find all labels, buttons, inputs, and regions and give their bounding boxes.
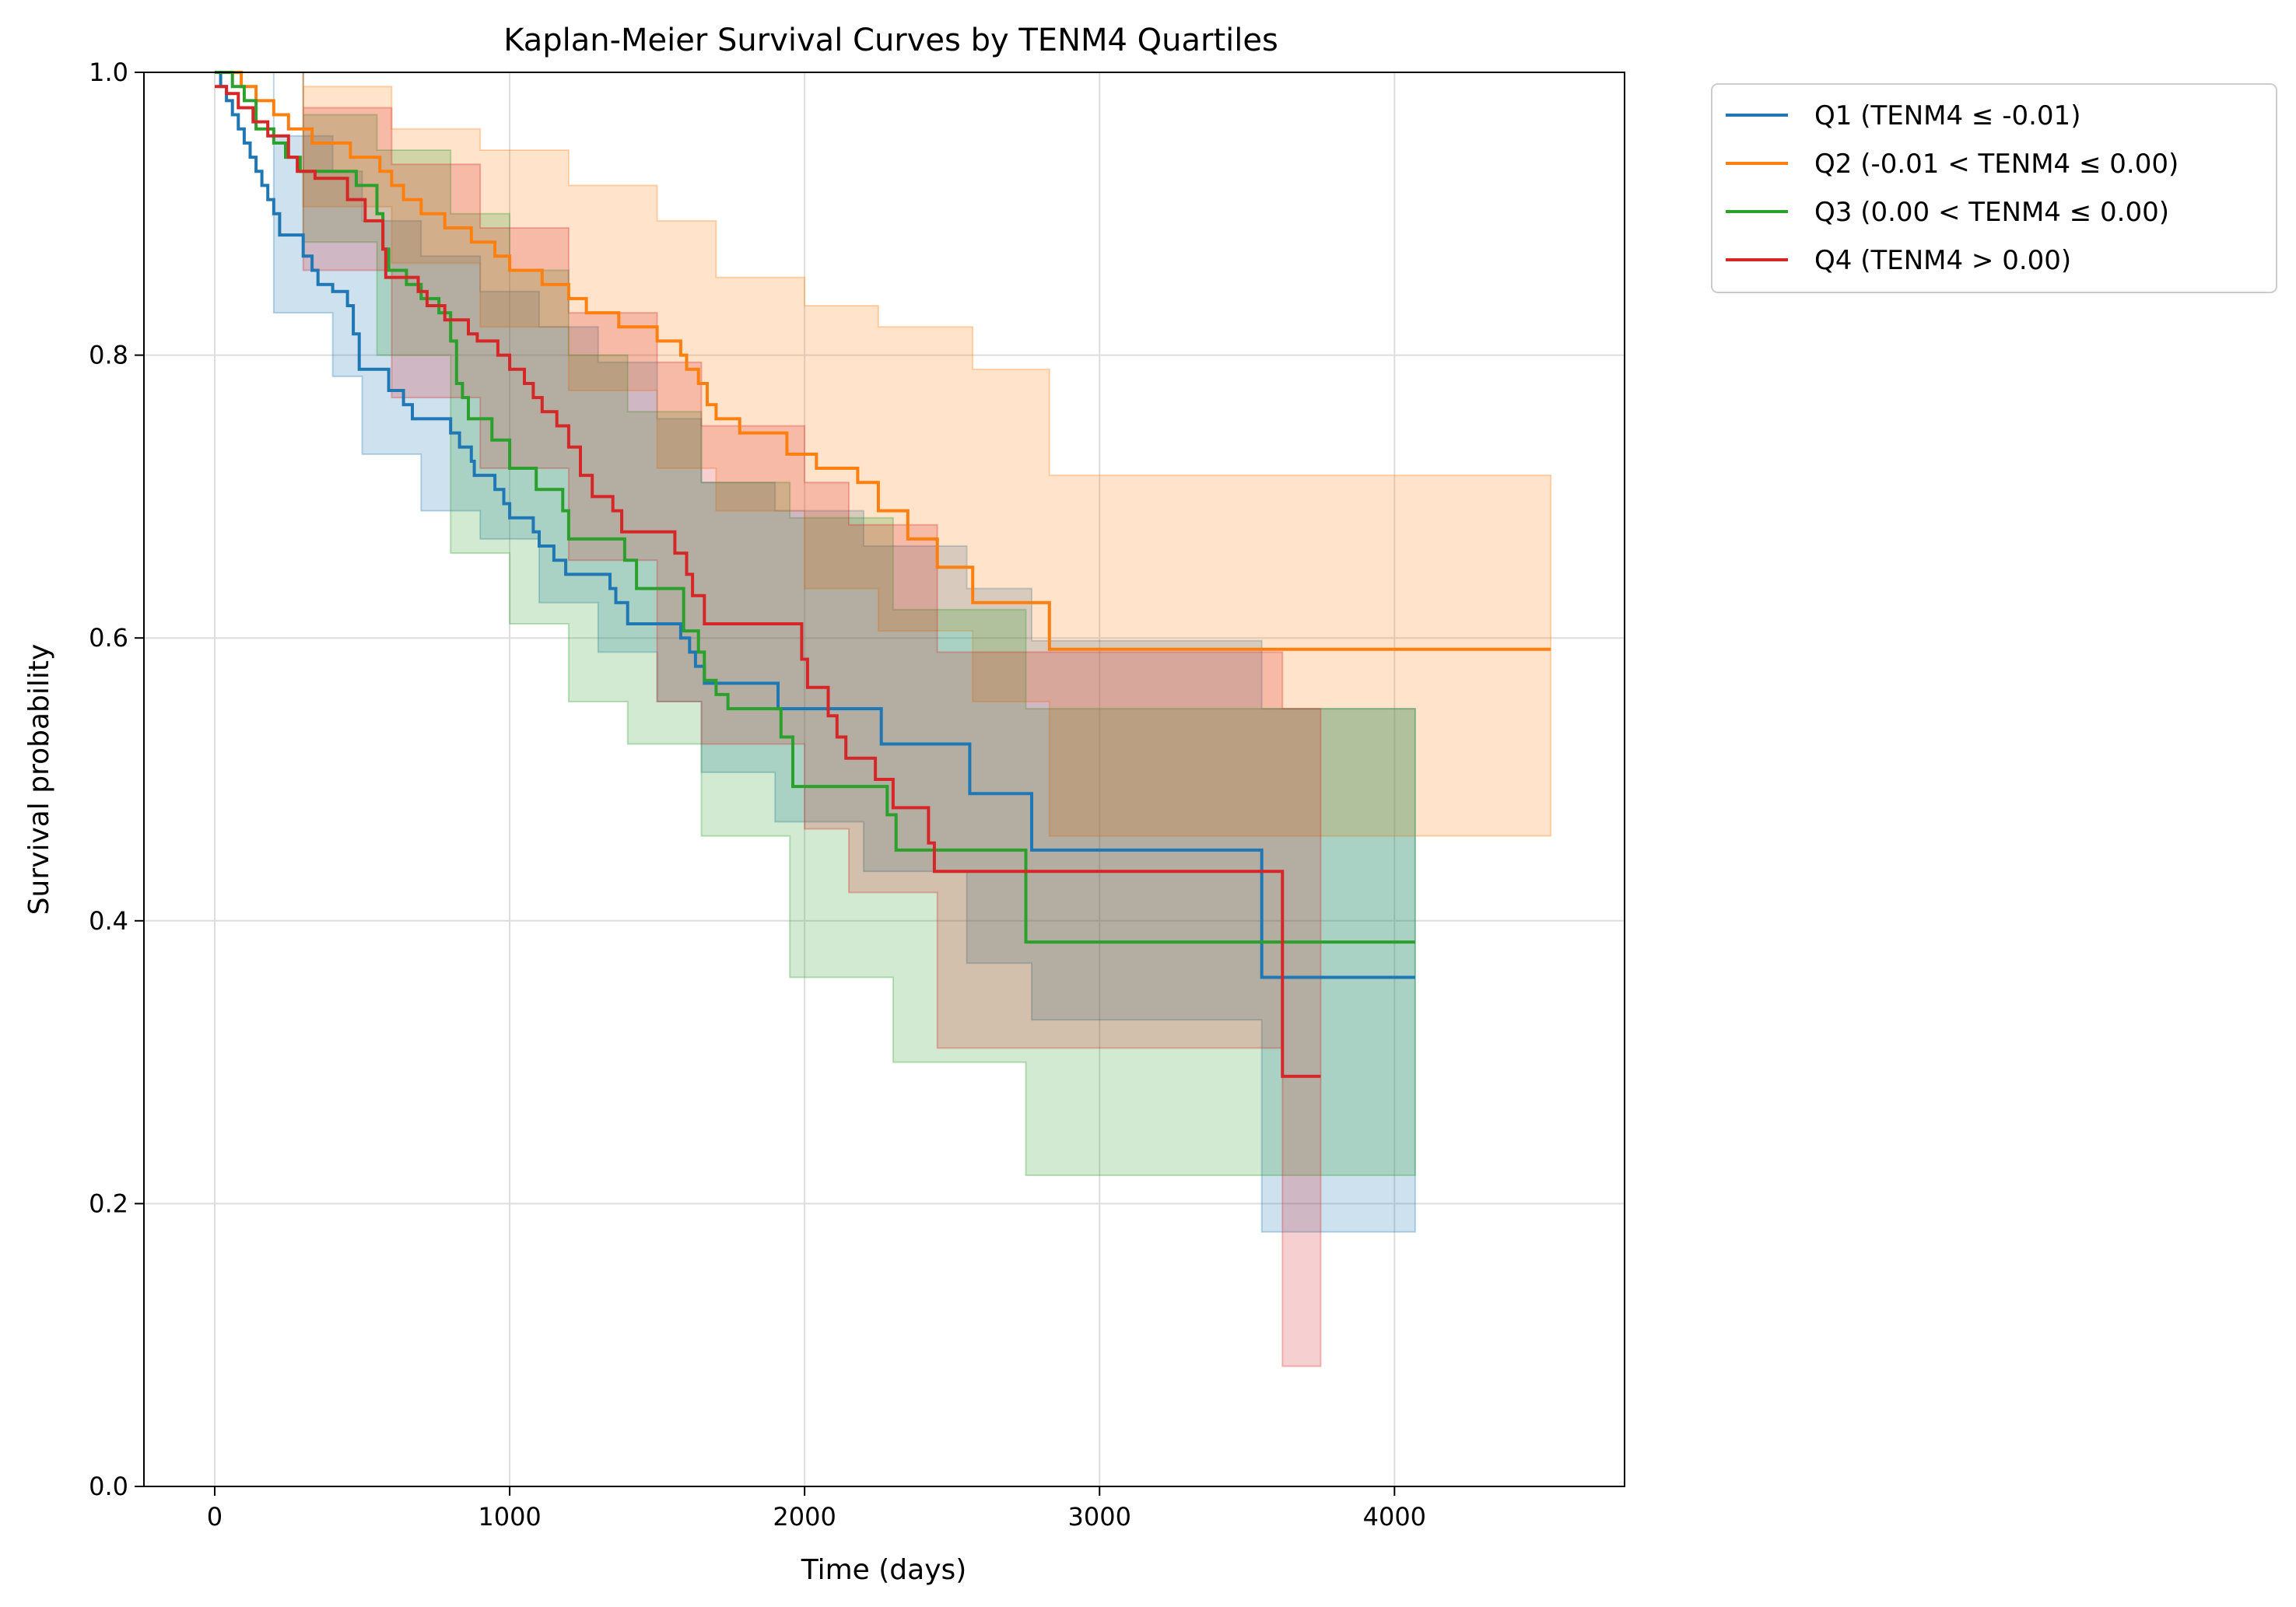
x-tick-label: 4000 <box>1363 1502 1426 1532</box>
ci-band-q4 <box>215 72 1322 1367</box>
x-axis-label: Time (days) <box>801 1554 967 1586</box>
legend-label-q2: Q2 (-0.01 < TENM4 ≤ 0.00) <box>1814 149 2179 180</box>
x-tick-label: 0 <box>207 1502 223 1532</box>
legend-box <box>1711 83 2277 293</box>
legend-label-q1: Q1 (TENM4 ≤ -0.01) <box>1814 100 2080 131</box>
x-tick-label: 3000 <box>1068 1502 1131 1532</box>
y-axis-ticks: 0.0 0.2 0.4 0.6 0.8 1.0 <box>89 58 144 1501</box>
x-axis-ticks: 0 1000 2000 3000 4000 <box>207 1486 1426 1532</box>
survival-line-q2 <box>215 71 1551 651</box>
ci-band-q2 <box>215 72 1552 837</box>
x-tick-label: 1000 <box>478 1502 541 1532</box>
plot-frame <box>143 72 1625 1487</box>
legend-label-q4: Q4 (TENM4 > 0.00) <box>1814 245 2071 276</box>
legend: Q1 (TENM4 ≤ -0.01) Q2 (-0.01 < TENM4 ≤ 0.… <box>1711 83 2277 293</box>
y-tick-label: 0.8 <box>89 341 128 370</box>
y-tick-label: 0.6 <box>89 623 128 653</box>
chart-title: Kaplan-Meier Survival Curves by TENM4 Qu… <box>503 23 1278 58</box>
y-tick-label: 0.2 <box>89 1189 128 1218</box>
y-tick-label: 0.0 <box>89 1472 128 1501</box>
survival-line-q3 <box>215 71 1415 944</box>
x-tick-label: 2000 <box>773 1502 836 1532</box>
y-tick-label: 0.4 <box>89 906 128 936</box>
legend-label-q3: Q3 (0.00 < TENM4 ≤ 0.00) <box>1814 197 2169 228</box>
y-axis-label: Survival probability <box>23 644 55 916</box>
survival-curves <box>215 71 1551 1078</box>
survival-line-q4 <box>215 85 1321 1078</box>
survival-line-q1 <box>215 71 1415 979</box>
y-tick-label: 1.0 <box>89 58 128 87</box>
